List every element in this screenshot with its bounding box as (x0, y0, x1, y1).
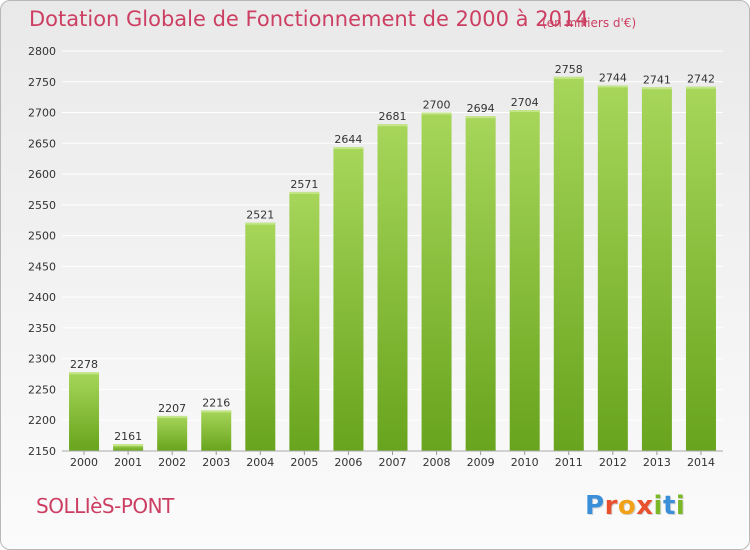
bar (157, 415, 188, 451)
bar (377, 124, 408, 451)
x-tick-label: 2014 (687, 456, 715, 469)
bar-top-highlight (333, 147, 364, 149)
data-label: 2161 (114, 430, 142, 443)
bar (113, 444, 144, 451)
x-tick-label: 2011 (555, 456, 583, 469)
bar-top-highlight (509, 110, 540, 113)
data-label: 2521 (246, 209, 274, 222)
data-label: 2278 (70, 358, 98, 371)
y-tick-label: 2800 (28, 45, 56, 58)
bar-top-highlight (377, 124, 408, 127)
x-tick-label: 2006 (334, 456, 362, 469)
bar (69, 372, 100, 451)
x-tick-label: 2012 (599, 456, 627, 469)
data-label: 2694 (467, 102, 495, 115)
bar (509, 110, 540, 452)
data-label: 2644 (334, 133, 362, 146)
y-axis-ticks: 2150 2200 2250 2300 2350 2400 2450 2500 2550 2600… (28, 45, 56, 458)
proxiti-logo: Proxiti (585, 491, 685, 521)
y-tick-label: 2350 (28, 322, 56, 335)
y-tick-label: 2750 (28, 76, 56, 89)
x-tick-label: 2000 (70, 456, 98, 469)
bar (245, 222, 276, 451)
x-tick-label: 2004 (246, 456, 274, 469)
data-label: 2742 (687, 73, 715, 86)
data-label: 2700 (423, 99, 451, 112)
y-tick-label: 2500 (28, 230, 56, 243)
commune-name: SOLLIèS-PONT (36, 494, 174, 518)
bar-top-highlight (641, 87, 672, 90)
x-tick-label: 2005 (290, 456, 318, 469)
bar-top-highlight (157, 415, 188, 418)
logo-letter: r (604, 491, 618, 521)
bar (641, 87, 672, 452)
bar (289, 191, 320, 451)
bar-top-highlight (553, 76, 584, 79)
logo-letter: i (675, 491, 686, 521)
bar (421, 112, 452, 452)
chart-unit-note: (en milliers d'€) (542, 16, 637, 30)
bar-top-highlight (113, 444, 144, 447)
bar-top-highlight (685, 86, 716, 89)
data-label: 2207 (158, 402, 186, 415)
data-label: 2704 (511, 96, 539, 109)
x-tick-label: 2002 (158, 456, 186, 469)
bar (333, 147, 364, 451)
y-tick-label: 2600 (28, 168, 56, 181)
bar-top-highlight (69, 372, 100, 375)
x-tick-label: 2008 (423, 456, 451, 469)
y-tick-label: 2300 (28, 353, 56, 366)
data-label: 2758 (555, 63, 583, 76)
data-label: 2216 (202, 396, 230, 409)
bar-top-highlight (421, 112, 452, 115)
logo-letter: i (653, 491, 663, 521)
data-label: 2741 (643, 73, 671, 86)
logo-letter: P (585, 491, 605, 521)
bars (69, 76, 716, 452)
chart-title: Dotation Globale de Fonctionnement de 20… (29, 7, 589, 31)
data-labels: 2278 2161 2207 2216 2521 2571 2644 2681 2700 2694… (70, 63, 715, 443)
x-tick-label: 2009 (467, 456, 495, 469)
x-tick-label: 2013 (643, 456, 671, 469)
y-tick-label: 2450 (28, 260, 56, 273)
x-tick-label: 2007 (379, 456, 407, 469)
y-tick-label: 2150 (28, 445, 56, 458)
bar-top-highlight (201, 410, 232, 413)
y-tick-label: 2200 (28, 414, 56, 427)
y-tick-label: 2550 (28, 199, 56, 212)
bar-top-highlight (245, 222, 276, 225)
bar (597, 85, 628, 451)
bar (201, 410, 232, 451)
x-tick-label: 2001 (114, 456, 142, 469)
x-tick-label: 2010 (511, 456, 539, 469)
bar-top-highlight (289, 191, 320, 194)
data-label: 2571 (290, 178, 318, 191)
bar (685, 86, 716, 451)
logo-letter: x (636, 491, 654, 521)
bar (465, 116, 496, 451)
bar-top-highlight (465, 116, 496, 119)
logo-letter: o (617, 491, 637, 521)
x-axis-ticks: 2000 2001 2002 2003 2004 2005 2006 2007 2008 2009… (70, 451, 715, 469)
y-tick-label: 2650 (28, 137, 56, 150)
logo-letter: t (662, 491, 676, 521)
data-label: 2744 (599, 71, 627, 84)
bar-top-highlight (597, 85, 628, 88)
y-tick-label: 2400 (28, 291, 56, 304)
y-tick-label: 2250 (28, 383, 56, 396)
x-tick-label: 2003 (202, 456, 230, 469)
bar (553, 76, 584, 451)
y-tick-label: 2700 (28, 107, 56, 120)
data-label: 2681 (379, 110, 407, 123)
